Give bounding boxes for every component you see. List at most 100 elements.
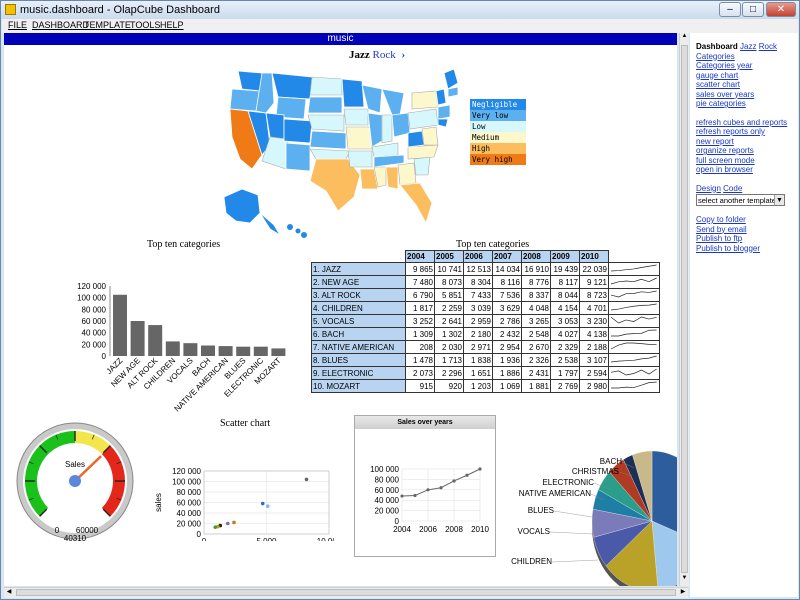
row-value: 7 536	[492, 288, 522, 302]
pie-slice[interactable]	[605, 520, 658, 586]
refresh-reports-link[interactable]: refresh reports only	[696, 127, 765, 136]
menu-tools[interactable]: TOOLS	[130, 20, 161, 30]
pie-slice[interactable]	[632, 450, 653, 522]
y-tick-label: 60 000	[82, 317, 107, 326]
horizontal-scrollbar[interactable]: ◀ ▶	[4, 587, 688, 598]
sidebar-link-pie-categories[interactable]: pie categories	[696, 99, 746, 108]
line-point[interactable]	[478, 467, 482, 471]
sparkline	[610, 264, 657, 272]
bar[interactable]	[271, 348, 286, 356]
design-link[interactable]: Design	[696, 183, 721, 193]
row-value: 1 797	[550, 366, 580, 380]
bar[interactable]	[201, 345, 215, 357]
copy-to-folder-link[interactable]: Copy to folder	[696, 215, 746, 224]
usa-choropleth-map[interactable]	[222, 63, 462, 243]
sparkline	[610, 342, 657, 350]
full-screen-link[interactable]: full screen mode	[696, 155, 755, 165]
scatter-point[interactable]	[304, 477, 309, 482]
table-row[interactable]: 3. ALT ROCK 6 790 5 851 7 433 7 536 8 337 8 04…	[311, 288, 660, 302]
sidebar-link-categories-year[interactable]: Categories year	[696, 61, 753, 70]
scatter-point[interactable]	[213, 525, 218, 529]
publish-blogger-link[interactable]: Publish to blogger	[696, 243, 761, 253]
gauge-tick	[39, 508, 48, 517]
menu-dashboard[interactable]: DASHBOARD	[32, 20, 90, 30]
template-select[interactable]: select another template ▼	[696, 194, 785, 206]
bar[interactable]	[165, 341, 180, 356]
table-row[interactable]: 7. NATIVE AMERICAN 208 2 030 2 971 2 954 2 67…	[311, 340, 660, 354]
new-report-link[interactable]: new report	[696, 136, 734, 146]
row-value: 7 433	[463, 288, 493, 302]
table-row[interactable]: 5. VOCALS 3 252 2 641 2 959 2 786 3 265 3 053 3…	[311, 314, 660, 328]
refresh-cubes-link[interactable]: refresh cubes and reports	[696, 117, 788, 127]
breadcrumb-link-rock[interactable]: Rock	[372, 49, 396, 61]
sidebar-link-scatter-chart[interactable]: scatter chart	[696, 80, 741, 89]
menu-template[interactable]: TEMPLATE	[84, 20, 131, 30]
bar[interactable]	[236, 346, 251, 356]
line-point[interactable]	[400, 494, 404, 498]
scroll-up-icon[interactable]: ▲	[681, 33, 688, 39]
table-row[interactable]: 4. CHILDREN 1 817 2 259 3 039 3 629 4 048 4 15…	[311, 301, 660, 315]
scroll-thumb[interactable]	[681, 45, 688, 573]
line-point[interactable]	[439, 486, 443, 490]
row-value: 8 117	[550, 275, 580, 289]
table-row[interactable]: 1. JAZZ 9 865 10 741 12 513 14 034 16 910 19 4…	[311, 262, 660, 276]
publish-ftp-link[interactable]: Publish to ftp	[696, 234, 743, 243]
series-line[interactable]	[401, 468, 481, 497]
scatter-point[interactable]	[225, 521, 230, 526]
maximize-button[interactable]: □	[742, 2, 764, 17]
table-row[interactable]: 8. BLUES 1 478 1 713 1 838 1 936 2 326 2 538 3 …	[311, 353, 660, 367]
line-point[interactable]	[413, 493, 417, 498]
menu-file[interactable]: FILE	[8, 20, 28, 30]
row-value: 7 480	[405, 275, 435, 289]
scatter-point[interactable]	[232, 520, 236, 525]
row-value: 3 629	[492, 301, 522, 315]
chevron-down-icon[interactable]: ▼	[774, 195, 784, 205]
open-in-browser-link[interactable]: open in browser	[696, 165, 753, 174]
table-row[interactable]: 9. ELECTRONIC 2 073 2 296 1 651 1 886 2 431 1 …	[311, 366, 660, 380]
row-value: 4 027	[550, 327, 580, 341]
scroll-right-icon[interactable]: ▶	[680, 589, 686, 595]
table-row[interactable]: 2. NEW AGE 7 480 8 073 8 304 8 116 8 776 8 117…	[311, 275, 660, 289]
minimize-button[interactable]: –	[719, 2, 741, 17]
line-point[interactable]	[465, 473, 469, 477]
menu-help[interactable]: HELP	[160, 20, 184, 30]
hscroll-thumb[interactable]	[16, 589, 676, 596]
code-link[interactable]: Code	[723, 183, 743, 193]
pie-slice[interactable]	[651, 520, 677, 586]
year-header: 2004	[405, 250, 435, 263]
bar[interactable]	[148, 325, 163, 356]
table-row[interactable]: 10. MOZART 915 920 1 203 1 069 1 881 2 769 2 98…	[311, 379, 660, 393]
line-point[interactable]	[426, 488, 430, 492]
sidebar-link-gauge-chart[interactable]: gauge chart	[696, 70, 739, 80]
chevron-right-icon[interactable]: ›	[401, 49, 406, 61]
pie-slice[interactable]	[651, 450, 677, 546]
vertical-scrollbar[interactable]: ▲ ▼	[679, 33, 689, 586]
organize-reports-link[interactable]: organize reports	[696, 146, 754, 155]
sidebar-link-categories[interactable]: Categories	[696, 51, 735, 61]
bar[interactable]	[130, 321, 145, 356]
scatter-point[interactable]	[260, 501, 265, 506]
sparkline-line	[610, 381, 657, 389]
scatter-point[interactable]	[265, 504, 270, 508]
sidebar-link-jazz[interactable]: Jazz	[740, 42, 757, 51]
scroll-down-icon[interactable]: ▼	[681, 575, 688, 581]
line-point[interactable]	[452, 479, 456, 483]
row-value: 2 786	[492, 314, 522, 328]
close-button[interactable]: ✕	[766, 2, 796, 17]
bar[interactable]	[218, 346, 233, 356]
row-value: 4 701	[579, 301, 609, 315]
scroll-left-icon[interactable]: ◀	[6, 589, 12, 595]
sidebar-link-sales-over-years[interactable]: sales over years	[696, 89, 755, 99]
sidebar-link-rock[interactable]: Rock	[758, 42, 777, 51]
bar[interactable]	[183, 343, 198, 356]
table-row[interactable]: 6. BACH 1 309 1 302 2 180 2 432 2 548 4 027 4 1…	[311, 327, 660, 341]
bar[interactable]	[253, 346, 268, 356]
send-by-email-link[interactable]: Send by email	[696, 224, 747, 234]
bar[interactable]	[113, 294, 127, 356]
